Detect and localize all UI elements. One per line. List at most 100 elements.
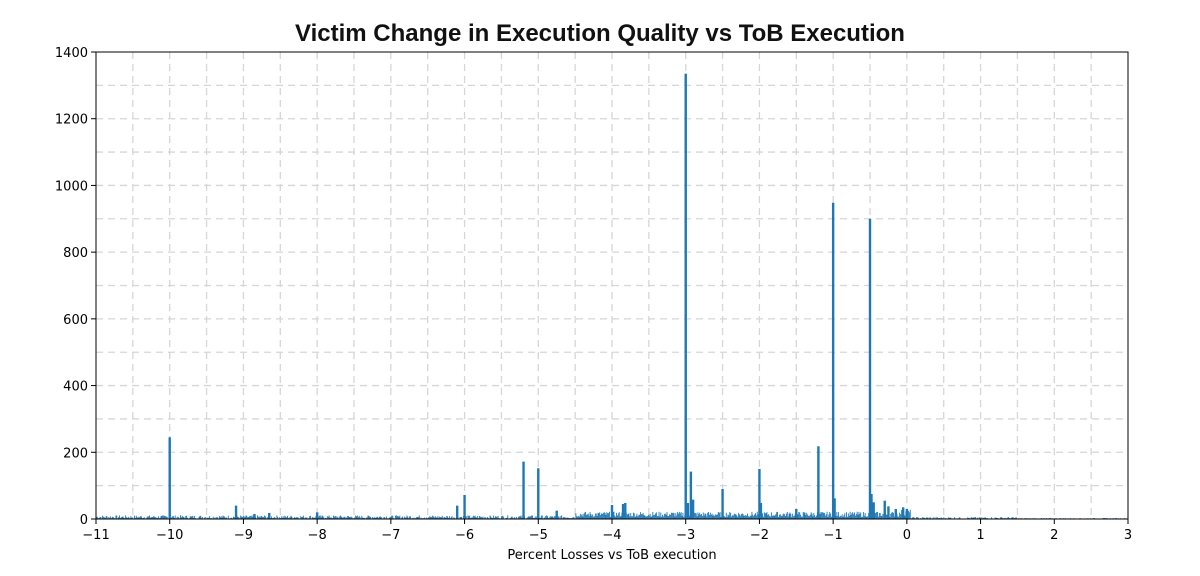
histogram-bin xyxy=(974,517,976,519)
histogram-bin xyxy=(271,516,273,519)
histogram-peak xyxy=(463,494,466,519)
histogram-bin xyxy=(811,513,813,519)
histogram-bin xyxy=(732,515,733,519)
histogram-bin xyxy=(912,517,914,519)
histogram-bin xyxy=(433,516,434,519)
histogram-bin xyxy=(917,517,919,519)
histogram-bin xyxy=(801,516,802,519)
histogram-bin xyxy=(810,512,812,519)
histogram-bin xyxy=(564,517,566,519)
histogram-bin xyxy=(417,516,419,519)
histogram-bin xyxy=(106,516,108,519)
histogram-bin xyxy=(434,516,436,519)
histogram-bin xyxy=(640,514,642,519)
histogram-bin xyxy=(940,517,942,519)
histogram-bin xyxy=(702,512,704,519)
histogram-bin xyxy=(789,512,791,519)
histogram-bin xyxy=(233,516,234,519)
histogram-bin xyxy=(682,512,684,519)
histogram-bin xyxy=(243,516,245,519)
histogram-peak xyxy=(887,506,890,519)
histogram-bin xyxy=(476,517,478,519)
histogram-bin xyxy=(349,516,351,519)
histogram-bin xyxy=(315,516,317,519)
histogram-bin xyxy=(248,517,250,519)
histogram-peak xyxy=(689,471,693,519)
histogram-bin xyxy=(908,510,909,519)
histogram-bin xyxy=(547,516,549,519)
histogram-bin xyxy=(749,515,751,519)
histogram-bin xyxy=(743,515,745,519)
histogram-bin xyxy=(541,515,543,519)
histogram-bin xyxy=(510,516,512,519)
histogram-bin xyxy=(362,517,364,519)
histogram-bin xyxy=(160,516,162,519)
histogram-bin xyxy=(732,515,734,519)
histogram-bin xyxy=(738,512,740,519)
histogram-bin xyxy=(709,512,711,519)
histogram-bin xyxy=(819,513,821,519)
histogram-peak xyxy=(691,499,695,519)
histogram-bin xyxy=(1001,517,1003,519)
histogram-bin xyxy=(609,511,610,519)
histogram-bin xyxy=(719,512,721,519)
histogram-bin xyxy=(314,517,316,519)
histogram-bin xyxy=(854,515,856,519)
histogram-peak xyxy=(456,505,459,519)
histogram-bin xyxy=(159,517,161,519)
histogram-bin xyxy=(820,512,822,519)
histogram-bin xyxy=(531,515,533,519)
histogram-bin xyxy=(717,511,719,519)
histogram-bin xyxy=(791,516,793,519)
histogram-bin xyxy=(104,517,106,519)
histogram-bin xyxy=(716,514,718,519)
histogram-bin xyxy=(984,517,986,519)
y-axis-ticks: 0 200 400 600 800 1000 1200 1400 xyxy=(55,46,96,528)
histogram-bin xyxy=(539,517,541,519)
histogram-bin xyxy=(546,515,548,519)
histogram-bin xyxy=(701,513,702,519)
y-tick-label: 200 xyxy=(63,446,88,461)
histogram-bin xyxy=(252,515,254,519)
histogram-bin xyxy=(376,516,378,519)
histogram-bin xyxy=(969,517,970,519)
histogram-bin xyxy=(424,517,426,519)
histogram-bin xyxy=(973,517,975,519)
histogram-bin xyxy=(398,516,400,519)
histogram-bin xyxy=(186,515,188,519)
histogram-bin xyxy=(548,517,549,519)
histogram-bin xyxy=(812,516,814,519)
histogram-bin xyxy=(925,517,927,519)
histogram-bin xyxy=(435,517,437,519)
histogram-bin xyxy=(632,516,633,519)
histogram-bin xyxy=(323,517,325,519)
histogram-bin xyxy=(978,517,980,519)
histogram-bin xyxy=(757,514,759,519)
histogram-bin xyxy=(1012,517,1014,519)
histogram-bin xyxy=(846,512,848,519)
histogram-bin xyxy=(475,517,477,519)
histogram-bin xyxy=(598,513,600,519)
histogram-bin xyxy=(367,515,369,519)
histogram-bin xyxy=(635,515,637,519)
histogram-bin xyxy=(669,514,671,519)
histogram-bin xyxy=(529,516,531,519)
histogram-bin xyxy=(394,515,396,519)
histogram-bin xyxy=(461,516,463,519)
histogram-bin xyxy=(544,517,546,519)
histogram-bin xyxy=(720,516,722,519)
histogram-bin xyxy=(783,513,785,519)
histogram-bin xyxy=(863,515,865,519)
histogram-bin xyxy=(592,514,594,519)
histogram-bin xyxy=(325,517,326,519)
histogram-bin xyxy=(290,515,292,519)
x-tick-label: 0 xyxy=(903,528,911,543)
histogram-bin xyxy=(191,516,193,519)
histogram-bin xyxy=(584,512,586,519)
histogram-bin xyxy=(767,515,769,519)
histogram-peak xyxy=(234,505,238,519)
histogram-bin xyxy=(641,514,643,519)
histogram-bin xyxy=(878,513,880,519)
histogram-bin xyxy=(495,516,497,519)
histogram-bin xyxy=(770,516,771,519)
